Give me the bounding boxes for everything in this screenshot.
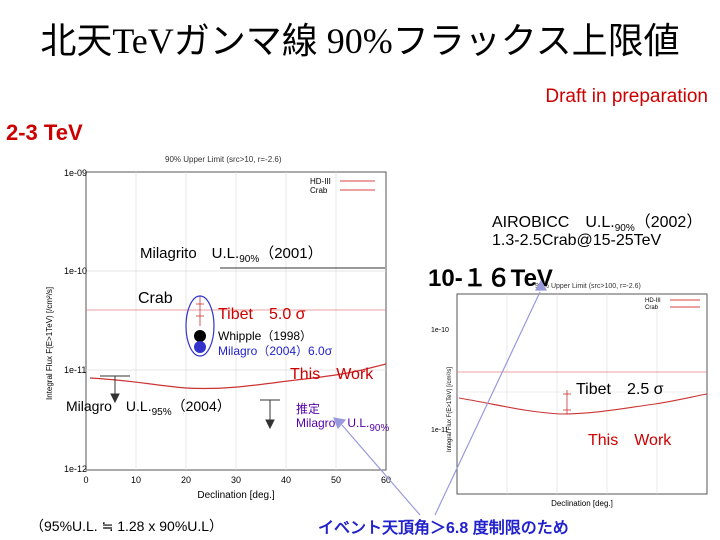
- zenith-note: イベント天頂角＞6.8 度制限のため: [318, 520, 569, 537]
- upper-limit-curve: [89, 363, 387, 390]
- x-tick: 30: [231, 475, 241, 485]
- milagro-point: [194, 341, 206, 353]
- suitei-label: 推定: [296, 402, 321, 416]
- energy-range-label: 2-3 TeV: [6, 120, 83, 145]
- right-plot-header: 90% Upper Limit (src>100, r=-2.6): [535, 283, 641, 290]
- legend-item: HD-III: [310, 177, 331, 186]
- tibet-5-label: Tibet 5.0 σ: [218, 306, 306, 323]
- legend-item: Crab: [310, 186, 328, 195]
- x-tick: 50: [331, 475, 341, 485]
- y-tick: 1e-10: [64, 266, 87, 276]
- x-tick: 0: [83, 475, 88, 485]
- page-title: 北天TeVガンマ線 90%フラックス上限値: [40, 21, 680, 61]
- airobicc-label: AIROBICC U.L.90%（2002）: [492, 214, 703, 234]
- draft-label: Draft in preparation: [545, 86, 708, 107]
- x-axis-label: Declination [deg.]: [197, 490, 274, 501]
- crab-ellipse: [185, 295, 215, 357]
- y-axis-label: Integral Flux F(E>1TeV) [/cm²/s]: [45, 287, 54, 400]
- airobicc-range-label: 1.3-2.5Crab@15-25TeV: [492, 232, 662, 249]
- y-tick: 1e-09: [64, 168, 87, 178]
- left-plot: 90% Upper Limit (src>10, r=-2.6) 1e-09 1…: [45, 155, 391, 501]
- y-axis-label: Integral Flux F(E>1TeV) [/cm²/s]: [447, 367, 453, 452]
- legend-item: Crab: [645, 305, 659, 311]
- whipple-point: [194, 330, 206, 342]
- right-plot: 90% Upper Limit (src>100, r=-2.6) 1e-10 …: [431, 283, 708, 508]
- x-tick: 20: [181, 475, 191, 485]
- y-tick: 1e-11: [431, 427, 448, 434]
- whipple-label: Whipple（1998）: [218, 329, 313, 343]
- x-tick: 10: [131, 475, 141, 485]
- tibet-25-label: Tibet 2.5 σ: [576, 381, 664, 398]
- left-plot-header: 90% Upper Limit (src>10, r=-2.6): [165, 155, 282, 164]
- legend-item: HD-III: [645, 298, 661, 304]
- x-axis-label: Declination [deg.]: [551, 499, 613, 508]
- y-tick: 1e-10: [431, 327, 449, 334]
- crab-label: Crab: [138, 290, 173, 307]
- this-work-left-label: This Work: [290, 366, 374, 383]
- energy-range-10-16-label: 10-１６TeV: [428, 265, 553, 292]
- milagrito-label: Milagrito U.L.90%（2001）: [140, 245, 323, 265]
- y-tick: 1e-11: [64, 365, 86, 375]
- footnote-ul-ratio: （95%U.L. ≒ 1.28 x 90%U.L）: [30, 518, 224, 534]
- this-work-right-label: This Work: [588, 432, 672, 449]
- x-tick: 60: [381, 475, 391, 485]
- milagro-2004-label: Milagro（2004）6.0σ: [218, 344, 333, 358]
- x-tick: 40: [281, 475, 291, 485]
- y-tick: 1e-12: [64, 464, 87, 474]
- milagro-est-label: Milagro U.L.90%: [296, 416, 390, 434]
- milagro-ul-label: Milagro U.L.95%（2004）: [66, 398, 231, 418]
